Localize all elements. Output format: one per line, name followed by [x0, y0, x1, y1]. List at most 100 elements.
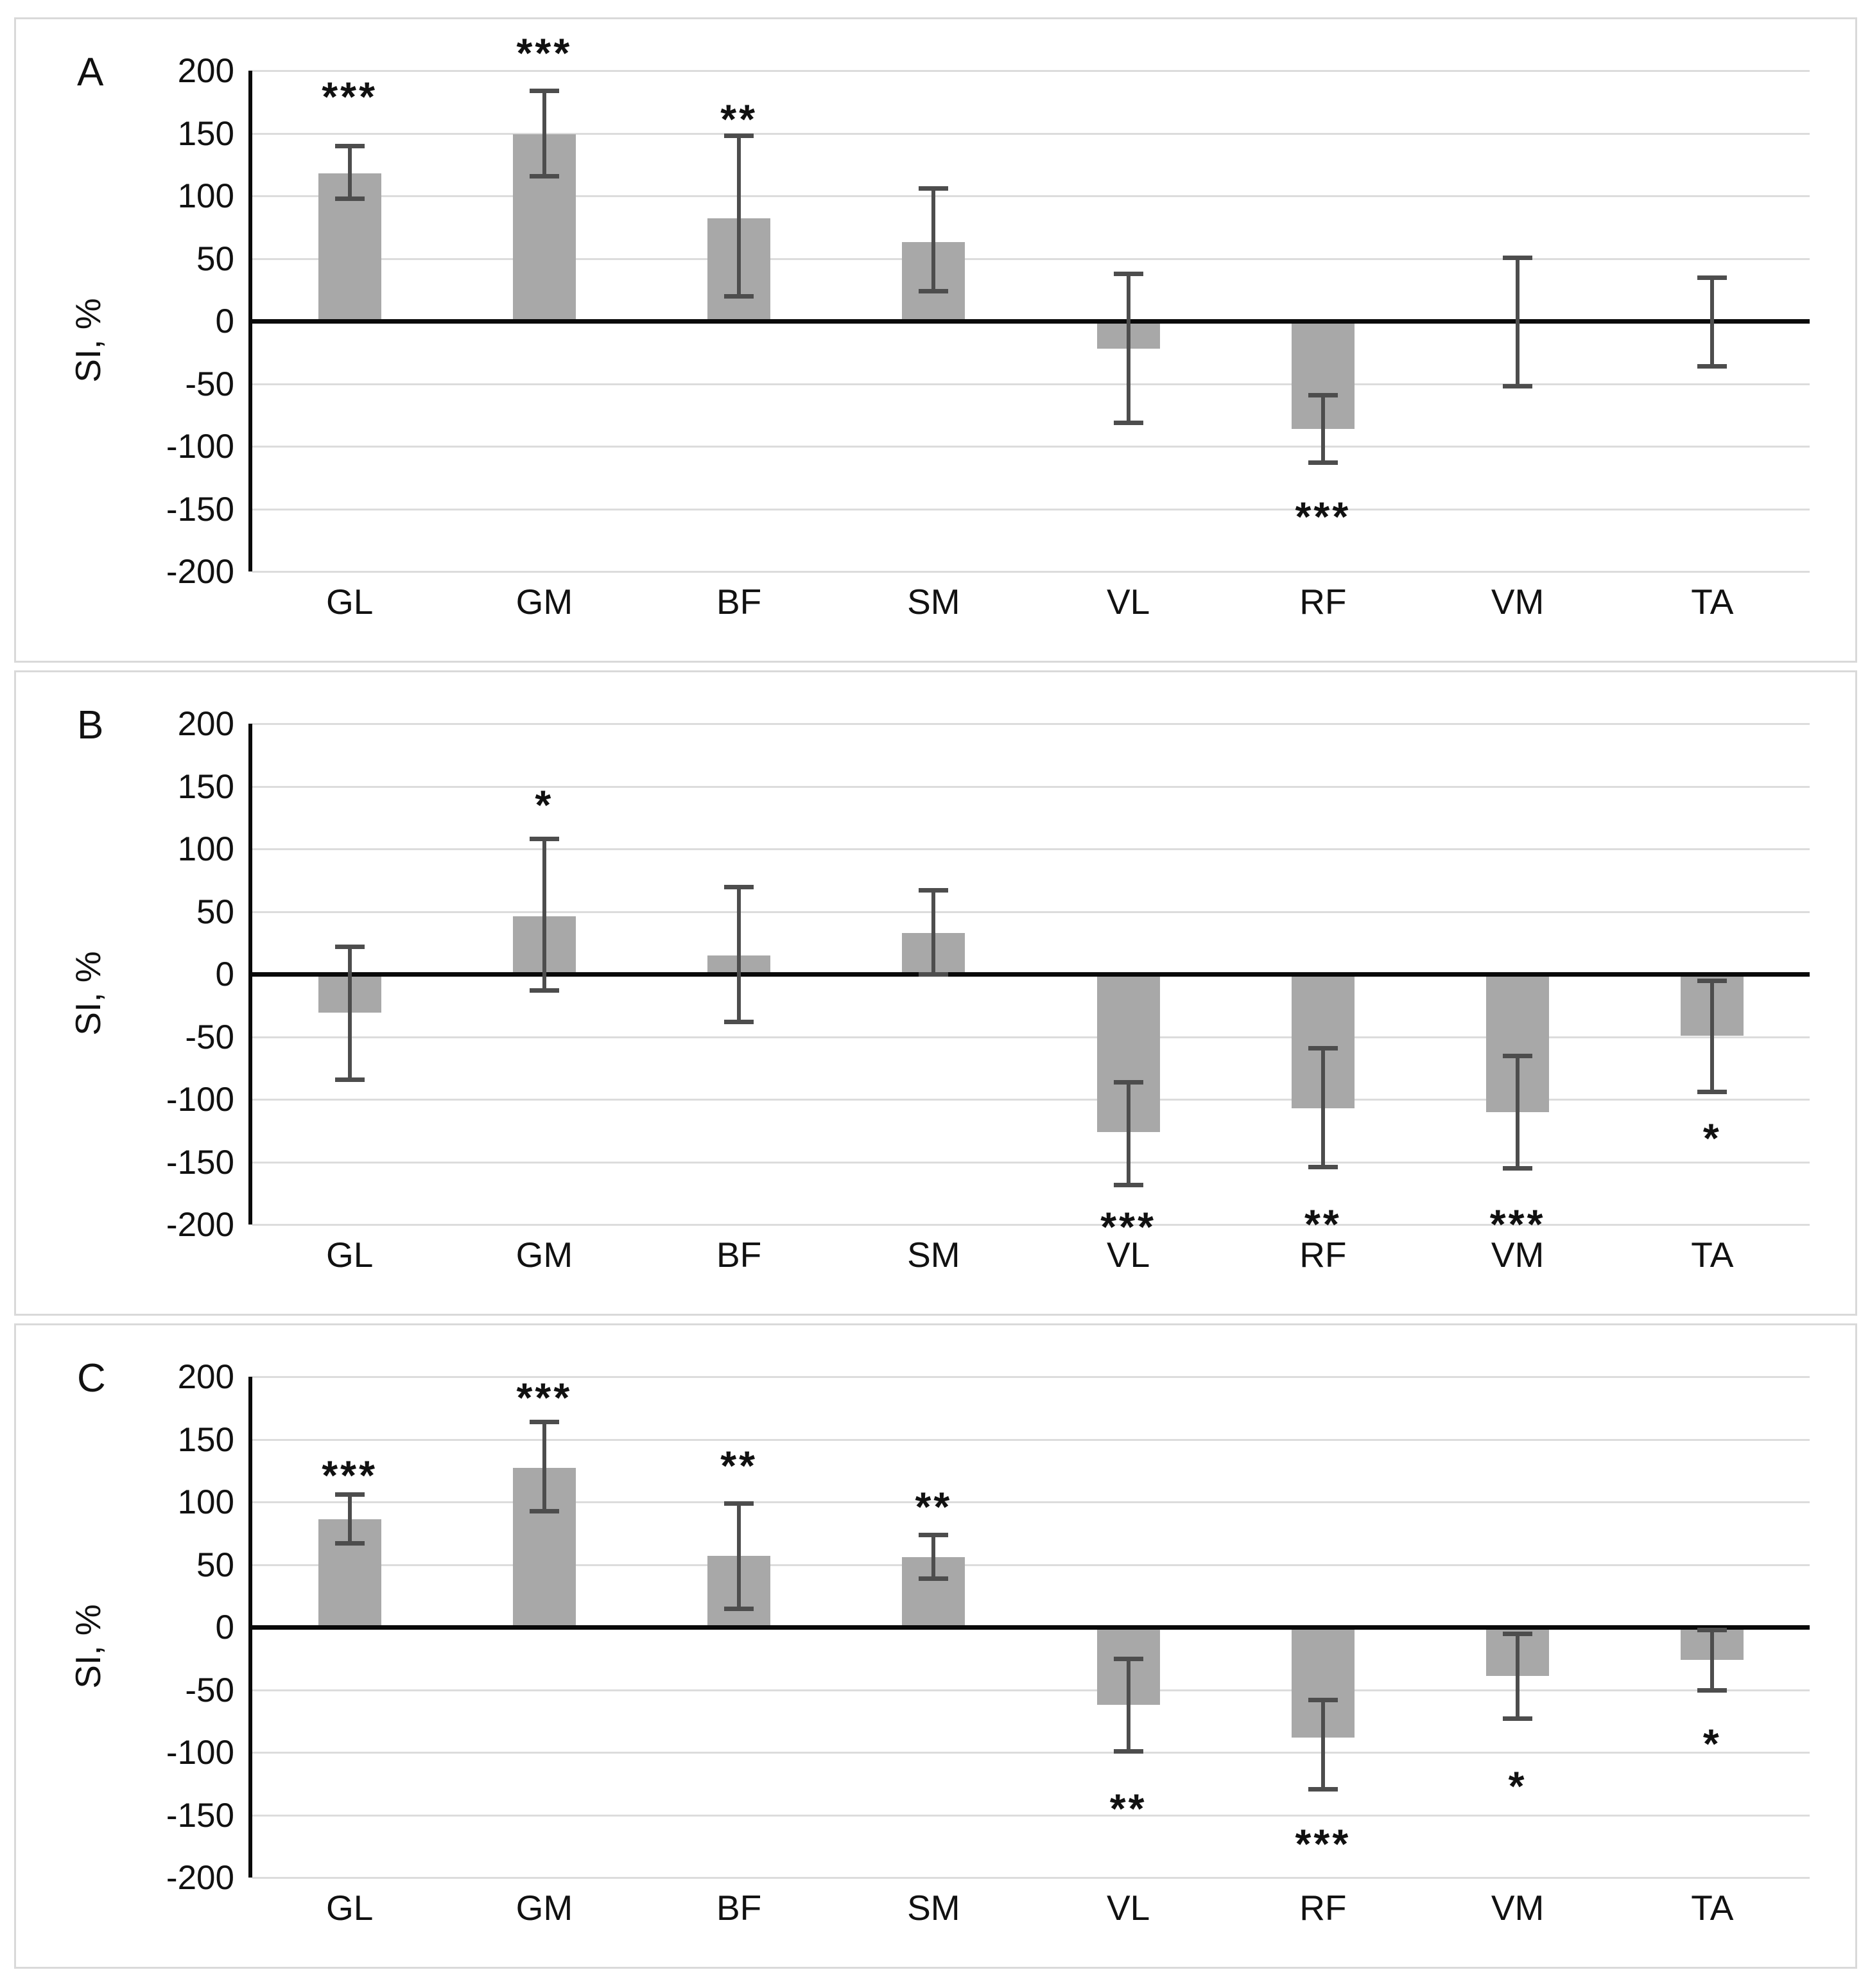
- category-label-ta: TA: [1691, 1235, 1734, 1275]
- error-cap-top: [334, 1492, 365, 1497]
- significance-label-bf: **: [720, 96, 758, 143]
- error-bar-bf: [737, 886, 741, 1022]
- error-cap-bottom: [919, 289, 949, 294]
- category-label-rf: RF: [1299, 582, 1347, 622]
- error-cap-bottom: [1113, 1182, 1143, 1187]
- y-tick-label: 150: [177, 1420, 234, 1459]
- error-cap-top: [1503, 255, 1533, 260]
- error-cap-top: [1113, 1656, 1143, 1661]
- error-cap-bottom: [334, 1541, 365, 1546]
- category-label-gm: GM: [515, 1888, 573, 1928]
- error-cap-top: [1697, 275, 1727, 280]
- category-label-bf: BF: [716, 1235, 762, 1275]
- category-label-gl: GL: [325, 1235, 374, 1275]
- category-label-bf: BF: [716, 1888, 762, 1928]
- y-tick-label: -50: [185, 1671, 234, 1709]
- zero-axis-line: [252, 1625, 1810, 1630]
- error-bar-ta: [1710, 980, 1715, 1092]
- y-axis-line: [248, 724, 252, 1225]
- error-bar-gm: [542, 839, 546, 991]
- panel-c: C SI, % *** *** ** ** ** *** * * 200 150 100 50 0 -5…: [14, 1323, 1857, 1969]
- significance-label-ta: *: [1702, 1720, 1722, 1767]
- error-bar-gl: [347, 946, 352, 1079]
- error-bar-rf: [1320, 395, 1325, 463]
- error-cap-top: [1308, 393, 1338, 398]
- error-cap-bottom: [1503, 1166, 1533, 1171]
- gridline--50: [252, 1689, 1810, 1691]
- gridline-100: [252, 195, 1810, 197]
- error-cap-bottom: [724, 294, 754, 299]
- category-label-rf: RF: [1299, 1235, 1347, 1275]
- error-bar-gl: [347, 1494, 352, 1544]
- error-bar-gm: [542, 91, 546, 176]
- significance-label-rf: ***: [1295, 493, 1351, 540]
- gridline--200: [252, 1877, 1810, 1879]
- error-cap-bottom: [919, 972, 949, 977]
- y-axis-line: [248, 1377, 252, 1878]
- significance-label-gm: ***: [516, 30, 573, 76]
- significance-label-sm: **: [915, 1483, 953, 1530]
- gridline--100: [252, 446, 1810, 448]
- error-bar-vl: [1126, 273, 1130, 423]
- category-label-vm: VM: [1491, 1888, 1545, 1928]
- significance-label-gl: ***: [322, 1452, 377, 1499]
- y-tick-label: -200: [166, 553, 234, 591]
- significance-label-gm: ***: [516, 1374, 573, 1421]
- gridline-150: [252, 1438, 1810, 1441]
- y-axis-line: [248, 71, 252, 571]
- error-cap-bottom: [1697, 1090, 1727, 1095]
- y-tick-label: -200: [166, 1206, 234, 1244]
- y-tick-label: 0: [215, 302, 234, 340]
- error-cap-top: [1697, 1627, 1727, 1632]
- error-cap-bottom: [529, 988, 559, 993]
- gridline--100: [252, 1099, 1810, 1101]
- error-bar-rf: [1320, 1048, 1325, 1167]
- error-bar-vl: [1126, 1081, 1130, 1185]
- error-cap-top: [1308, 1046, 1338, 1051]
- category-label-vm: VM: [1491, 582, 1545, 622]
- gridline-150: [252, 785, 1810, 788]
- gridline-100: [252, 1501, 1810, 1503]
- category-label-ta: TA: [1691, 1888, 1734, 1928]
- error-cap-bottom: [1113, 420, 1143, 425]
- y-tick-label: 200: [177, 1358, 234, 1396]
- category-label-vm: VM: [1491, 1235, 1545, 1275]
- significance-label-vl: ***: [1100, 1203, 1156, 1250]
- error-cap-top: [1113, 1079, 1143, 1085]
- error-cap-top: [1503, 1631, 1533, 1636]
- significance-label-vm: *: [1508, 1763, 1527, 1809]
- y-tick-label: 50: [196, 893, 234, 931]
- y-tick-label: -100: [166, 428, 234, 466]
- error-bar-gl: [347, 146, 352, 198]
- y-tick-label: 50: [196, 240, 234, 278]
- error-cap-top: [1308, 1698, 1338, 1703]
- error-bar-gm: [542, 1422, 546, 1511]
- gridline--200: [252, 571, 1810, 573]
- significance-label-ta: *: [1702, 1115, 1722, 1162]
- y-tick-label: 0: [215, 1609, 234, 1646]
- gridline-200: [252, 723, 1810, 725]
- category-label-vl: VL: [1106, 1888, 1150, 1928]
- error-cap-top: [334, 945, 365, 950]
- error-cap-top: [529, 89, 559, 94]
- category-label-vl: VL: [1106, 582, 1150, 622]
- y-tick-label: -50: [185, 1018, 234, 1056]
- gridline-100: [252, 848, 1810, 850]
- error-bar-sm: [931, 188, 936, 292]
- error-cap-bottom: [529, 1508, 559, 1513]
- gridline--100: [252, 1752, 1810, 1754]
- zero-axis-line: [252, 319, 1810, 324]
- category-label-sm: SM: [907, 1888, 960, 1928]
- y-tick-label: 0: [215, 955, 234, 993]
- plot-area-b: * *** ** *** *: [248, 723, 1810, 1248]
- error-bar-vm: [1516, 257, 1520, 387]
- category-label-rf: RF: [1299, 1888, 1347, 1928]
- panel-a-label: A: [77, 50, 104, 94]
- significance-label-rf: **: [1304, 1201, 1342, 1248]
- error-cap-bottom: [1308, 1165, 1338, 1170]
- error-cap-top: [334, 144, 365, 148]
- error-bar-ta: [1710, 277, 1715, 367]
- gridline-50: [252, 1564, 1810, 1566]
- y-tick-label: 50: [196, 1546, 234, 1584]
